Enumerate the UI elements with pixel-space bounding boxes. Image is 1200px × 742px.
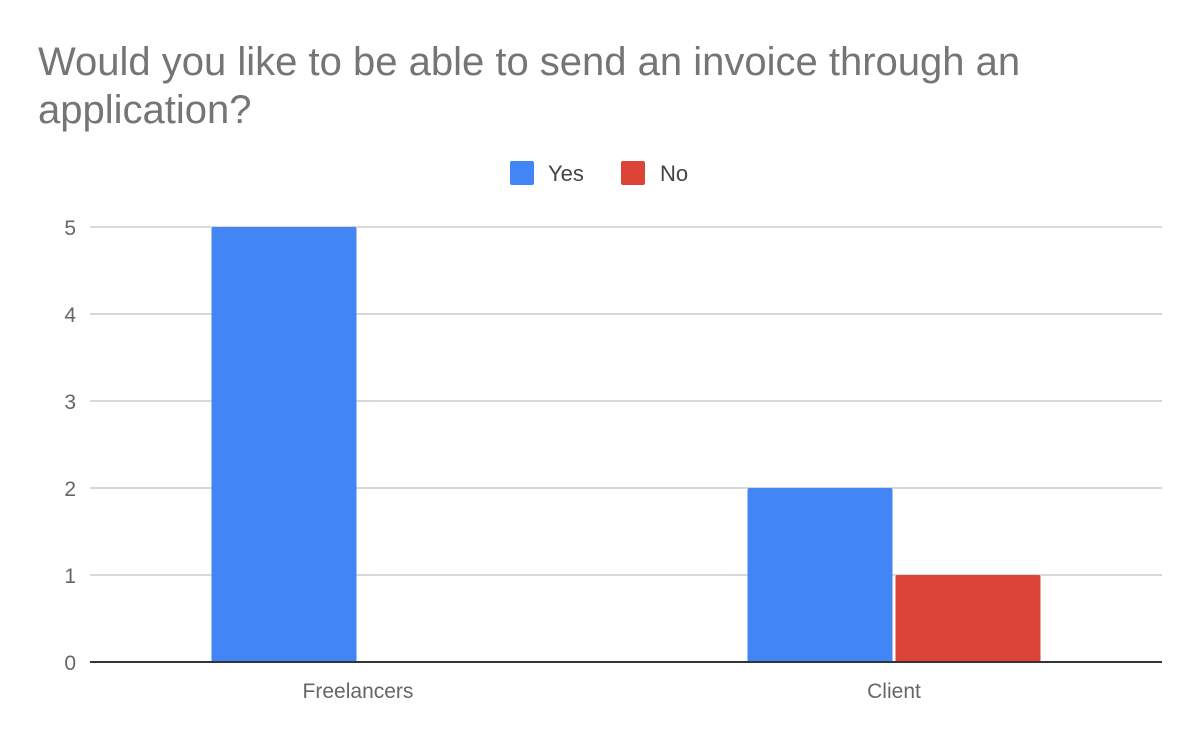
legend-label-no: No [660,161,688,186]
bar-no-client [895,575,1041,662]
chart-title: Would you like to be able to send an inv… [38,40,1021,132]
x-axis-ticks: Freelancers Client [303,680,921,703]
y-tick-label: 5 [64,217,76,240]
bar-yes-client [747,488,893,662]
bars [211,227,1041,662]
y-tick-label: 3 [64,391,76,414]
y-axis-ticks: 0 1 2 3 4 5 [64,217,76,675]
bar-yes-freelancers [211,227,357,662]
y-tick-label: 1 [64,565,76,588]
legend-label-yes: Yes [548,161,584,186]
y-tick-label: 2 [64,478,76,501]
y-tick-label: 0 [64,652,76,675]
x-tick-label: Client [867,680,921,703]
legend-swatch-yes [510,161,534,185]
legend: Yes No [510,161,688,186]
y-tick-label: 4 [64,304,76,327]
x-tick-label: Freelancers [303,680,414,703]
legend-swatch-no [621,161,645,185]
